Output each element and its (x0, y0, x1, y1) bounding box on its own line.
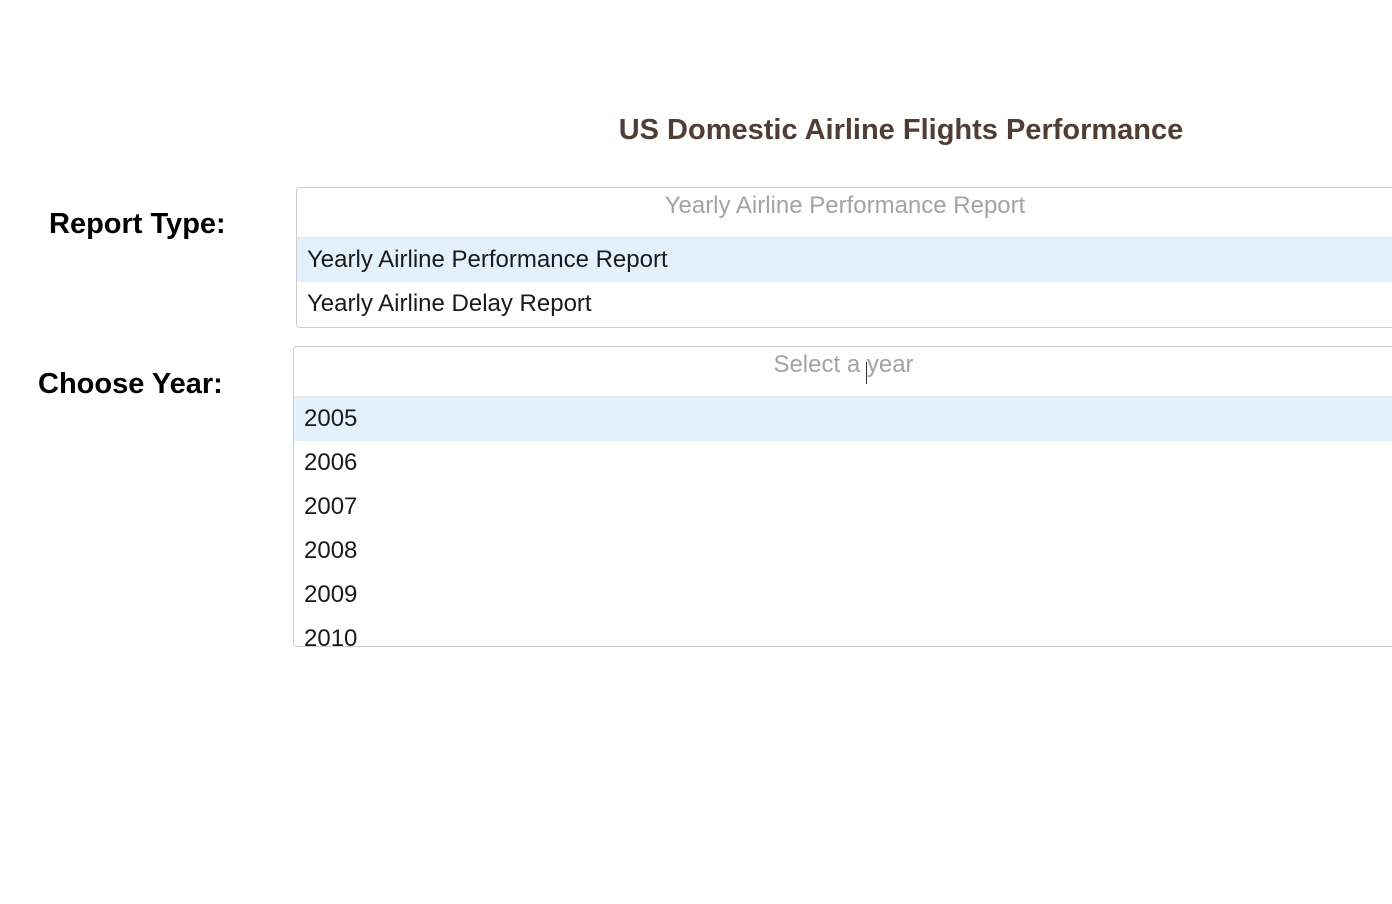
year-option[interactable]: 2005 (294, 397, 1392, 441)
year-option[interactable]: 2008 (304, 537, 358, 564)
year-placeholder: Select a year (773, 350, 914, 378)
page-title: US Domestic Airline Flights Performance (618, 114, 1184, 146)
text-cursor (866, 362, 867, 384)
year-search-input[interactable]: Select a year (294, 347, 1392, 397)
choose-year-label: Choose Year: (38, 368, 223, 400)
report-type-placeholder[interactable]: Yearly Airline Performance Report (297, 188, 1392, 238)
year-option[interactable]: 2006 (304, 449, 358, 476)
year-dropdown[interactable]: Select a year 2005 2006 2007 2008 2009 2… (293, 346, 1392, 647)
report-type-dropdown[interactable]: Yearly Airline Performance Report Yearly… (296, 187, 1392, 328)
report-type-option[interactable]: Yearly Airline Delay Report (307, 290, 592, 317)
report-type-option[interactable]: Yearly Airline Performance Report (297, 238, 1392, 282)
year-option-list[interactable]: 2005 2006 2007 2008 2009 2010 (294, 397, 1392, 647)
year-option[interactable]: 2010 (304, 625, 358, 647)
year-option[interactable]: 2007 (304, 493, 358, 520)
year-option[interactable]: 2009 (304, 581, 358, 608)
report-type-option-list: Yearly Airline Performance Report Yearly… (297, 238, 1392, 326)
report-type-label: Report Type: (49, 208, 226, 240)
